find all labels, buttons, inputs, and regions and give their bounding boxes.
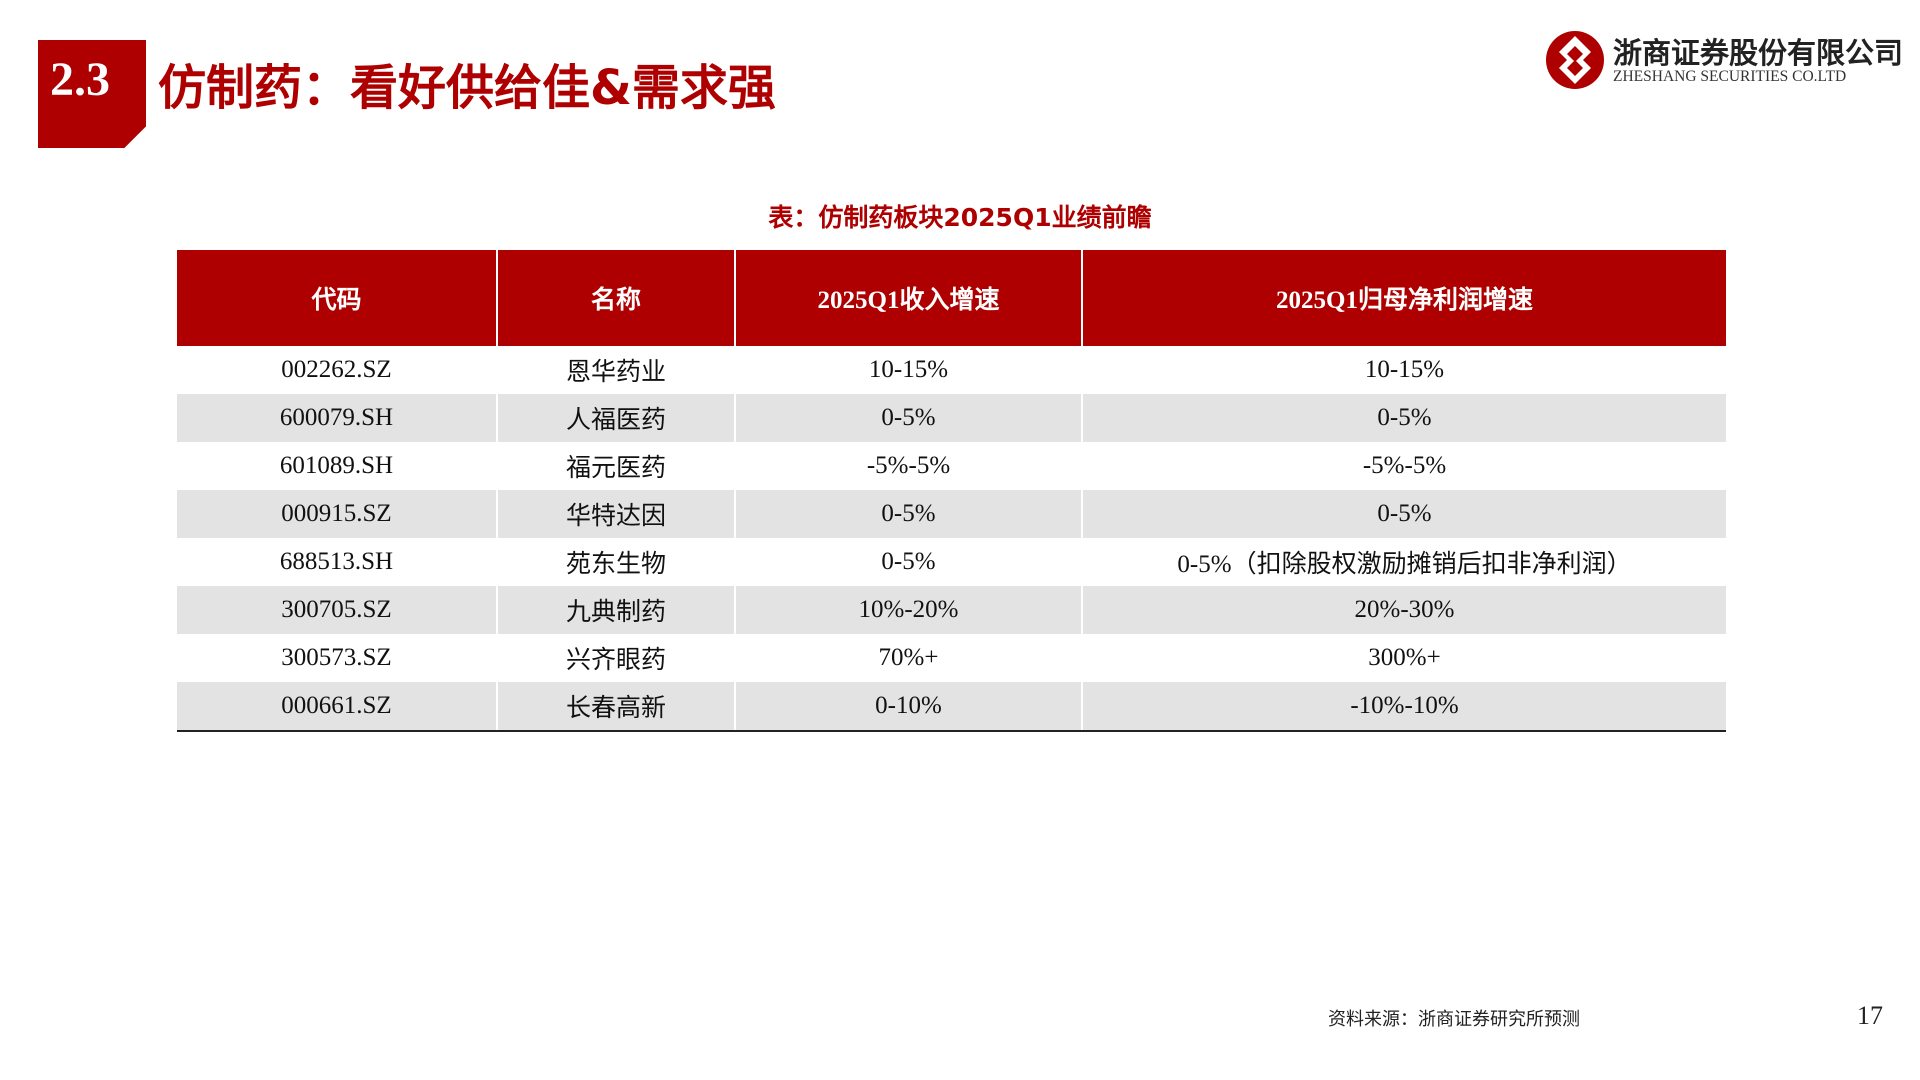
table-row: 000915.SZ 华特达因 0-5% 0-5% — [177, 490, 1726, 538]
table-row: 688513.SH 苑东生物 0-5% 0-5%（扣除股权激励摊销后扣非净利润） — [177, 538, 1726, 586]
table-row: 002262.SZ 恩华药业 10-15% 10-15% — [177, 346, 1726, 394]
company-name-cell: 兴齐眼药 — [496, 634, 736, 682]
company-name-cell: 长春高新 — [496, 682, 736, 732]
forecast-table: 代码 名称 2025Q1收入增速 2025Q1归母净利润增速 002262.SZ… — [177, 250, 1726, 732]
logo-company-name-en: ZHESHANG SECURITIES CO.LTD — [1613, 68, 1847, 85]
table-row: 600079.SH 人福医药 0-5% 0-5% — [177, 394, 1726, 442]
logo-company-name-cn: 浙商证券股份有限公司 — [1613, 36, 1904, 70]
profit-growth-cell: 0-5% — [1081, 490, 1726, 538]
table-row: 601089.SH 福元医药 -5%-5% -5%-5% — [177, 442, 1726, 490]
page-number: 17 — [1857, 1001, 1883, 1030]
zheshang-logo-icon — [1546, 31, 1604, 89]
revenue-growth-cell: 0-5% — [734, 490, 1083, 538]
stock-code-cell: 600079.SH — [177, 394, 498, 442]
table-row: 000661.SZ 长春高新 0-10% -10%-10% — [177, 682, 1726, 732]
company-name-cell: 福元医药 — [496, 442, 736, 490]
company-name-cell: 人福医药 — [496, 394, 736, 442]
stock-code-cell: 688513.SH — [177, 538, 498, 586]
company-logo: 浙商证券股份有限公司 ZHESHANG SECURITIES CO.LTD — [1545, 30, 1903, 94]
profit-growth-cell: -10%-10% — [1081, 682, 1726, 732]
stock-code-cell: 300573.SZ — [177, 634, 498, 682]
revenue-growth-cell: 10-15% — [734, 346, 1083, 394]
stock-code-cell: 000661.SZ — [177, 682, 498, 732]
table-row: 300573.SZ 兴齐眼药 70%+ 300%+ — [177, 634, 1726, 682]
stock-code-cell: 002262.SZ — [177, 346, 498, 394]
revenue-growth-cell: 70%+ — [734, 634, 1083, 682]
revenue-growth-cell: 0-10% — [734, 682, 1083, 732]
company-name-cell: 苑东生物 — [496, 538, 736, 586]
revenue-growth-cell: -5%-5% — [734, 442, 1083, 490]
stock-code-cell: 000915.SZ — [177, 490, 498, 538]
source-note: 资料来源：浙商证券研究所预测 — [1328, 1009, 1580, 1030]
table-caption: 表：仿制药板块2025Q1业绩前瞻 — [768, 203, 1152, 232]
profit-growth-cell: -5%-5% — [1081, 442, 1726, 490]
revenue-growth-cell: 0-5% — [734, 538, 1083, 586]
table-header-row: 代码 名称 2025Q1收入增速 2025Q1归母净利润增速 — [177, 250, 1726, 346]
profit-growth-cell: 20%-30% — [1081, 586, 1726, 634]
company-name-cell: 恩华药业 — [496, 346, 736, 394]
column-header: 2025Q1收入增速 — [734, 250, 1083, 346]
revenue-growth-cell: 10%-20% — [734, 586, 1083, 634]
profit-growth-cell: 300%+ — [1081, 634, 1726, 682]
company-name-cell: 九典制药 — [496, 586, 736, 634]
column-header: 代码 — [177, 250, 498, 346]
stock-code-cell: 300705.SZ — [177, 586, 498, 634]
table-row: 300705.SZ 九典制药 10%-20% 20%-30% — [177, 586, 1726, 634]
stock-code-cell: 601089.SH — [177, 442, 498, 490]
profit-growth-cell: 10-15% — [1081, 346, 1726, 394]
profit-growth-cell: 0-5% — [1081, 394, 1726, 442]
company-name-cell: 华特达因 — [496, 490, 736, 538]
column-header: 2025Q1归母净利润增速 — [1081, 250, 1726, 346]
section-number-badge — [38, 40, 146, 148]
page-title: 仿制药：看好供给佳&需求强 — [158, 60, 776, 116]
revenue-growth-cell: 0-5% — [734, 394, 1083, 442]
profit-growth-cell: 0-5%（扣除股权激励摊销后扣非净利润） — [1081, 538, 1726, 586]
column-header: 名称 — [496, 250, 736, 346]
section-number: 2.3 — [50, 53, 110, 106]
